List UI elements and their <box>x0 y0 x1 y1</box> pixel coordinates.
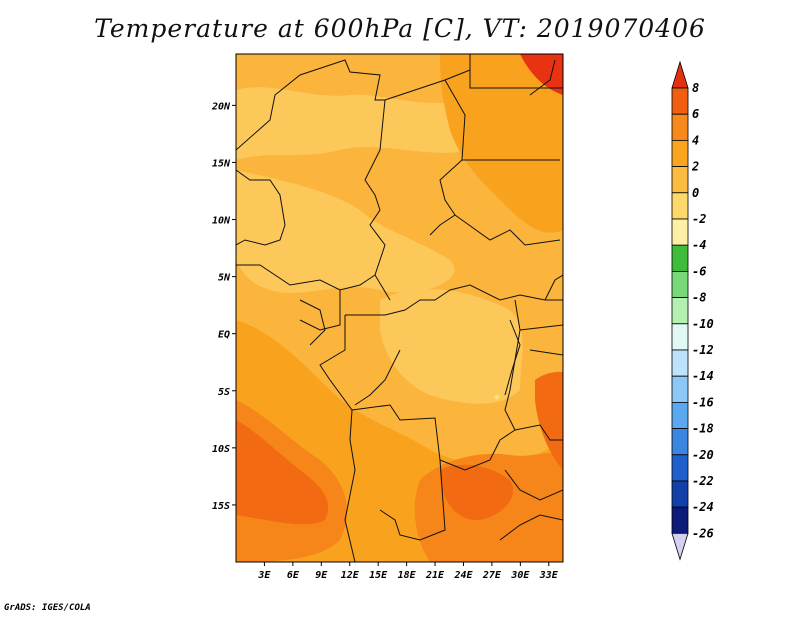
y-tick-label: 20N <box>211 101 231 112</box>
y-tick-label: 10S <box>212 444 230 455</box>
colorbar-label: -14 <box>692 369 714 383</box>
cooler-band-sahel <box>236 170 455 293</box>
y-tick-label: 5N <box>218 273 231 284</box>
colorbar-swatch <box>671 428 689 456</box>
colorbar-swatch <box>671 113 689 141</box>
colorbar-label: 6 <box>692 107 699 121</box>
colorbar-label: -2 <box>692 212 706 226</box>
longitude-axis: 3E 6E 9E 12E 15E 18E 21E 24E 27E 30E 33E <box>257 562 559 581</box>
x-tick-label: 21E <box>425 570 445 581</box>
cooler-band-congo <box>380 289 523 404</box>
colorbar-label: 8 <box>692 81 699 95</box>
x-tick-label: 9E <box>315 570 328 581</box>
colorbar-top-arrow <box>671 60 689 89</box>
colorbar-swatch <box>671 218 689 246</box>
hot-zone-angola <box>236 420 329 525</box>
colorbar-swatch <box>671 454 689 482</box>
colorbar-swatch <box>671 297 689 325</box>
colorbar-label: -12 <box>692 343 714 357</box>
x-tick-label: 3E <box>257 570 271 581</box>
colorbar-label: -6 <box>692 264 706 278</box>
latitude-axis: 20N 15N 10N 5N EQ 5S 10S 15S <box>211 101 236 512</box>
grads-credit: GrADS: IGES/COLA <box>4 603 91 613</box>
colorbar-swatch <box>671 506 689 534</box>
colorbar-label: -10 <box>692 317 714 331</box>
colorbar-label: -8 <box>692 291 706 305</box>
hot-zone-zambia <box>440 464 514 521</box>
x-tick-label: 27E <box>482 570 502 581</box>
cool-spot <box>494 394 500 400</box>
y-tick-label: 5S <box>218 387 230 398</box>
y-tick-label: EQ <box>218 330 230 341</box>
colorbar-label: 0 <box>692 186 699 200</box>
x-tick-label: 12E <box>341 570 360 581</box>
hottest-zone-egypt <box>520 54 563 95</box>
cooler-band-north <box>236 87 470 160</box>
colorbar-label: 4 <box>692 133 699 147</box>
colorbar-label: -20 <box>692 448 714 462</box>
warm-zone-northeast <box>440 54 563 233</box>
colorbar: 8 6 4 2 0 -2 -4 -6 -8 -10 -12 -14 -16 -18 -20 -22 -24 -26 <box>671 60 714 561</box>
colorbar-swatch <box>671 270 689 298</box>
colorbar-swatch <box>671 480 689 508</box>
x-tick-label: 30E <box>510 570 530 581</box>
x-tick-label: 24E <box>453 570 473 581</box>
x-tick-label: 6E <box>287 570 300 581</box>
colorbar-swatch <box>671 323 689 351</box>
colorbar-label: -4 <box>692 238 706 252</box>
colorbar-swatch <box>671 375 689 403</box>
colorbar-label: -16 <box>692 395 714 409</box>
colorbar-label: -26 <box>692 526 714 540</box>
x-tick-label: 18E <box>398 570 417 581</box>
y-tick-label: 10N <box>212 216 231 227</box>
colorbar-label: -18 <box>692 422 714 436</box>
map-title: Temperature at 600hPa [C], VT: 201907040… <box>94 14 706 43</box>
colorbar-label: -24 <box>692 500 714 514</box>
colorbar-swatch <box>671 192 689 220</box>
x-tick-label: 15E <box>369 570 388 581</box>
colorbar-swatch <box>671 139 689 167</box>
colorbar-label: 2 <box>691 160 699 174</box>
colorbar-bottom-arrow <box>671 533 689 561</box>
colorbar-swatch <box>671 401 689 429</box>
y-tick-label: 15N <box>212 158 231 169</box>
x-tick-label: 33E <box>539 570 559 581</box>
hot-zone-east <box>535 371 563 470</box>
colorbar-swatch <box>671 166 689 194</box>
country-borders <box>236 54 563 562</box>
y-tick-label: 15S <box>212 501 230 512</box>
colorbar-swatch <box>671 87 689 115</box>
colorbar-swatch <box>671 349 689 377</box>
colorbar-swatch <box>671 244 689 272</box>
map-frame <box>235 53 564 563</box>
colorbar-label: -22 <box>692 474 714 488</box>
map-field <box>236 54 563 562</box>
